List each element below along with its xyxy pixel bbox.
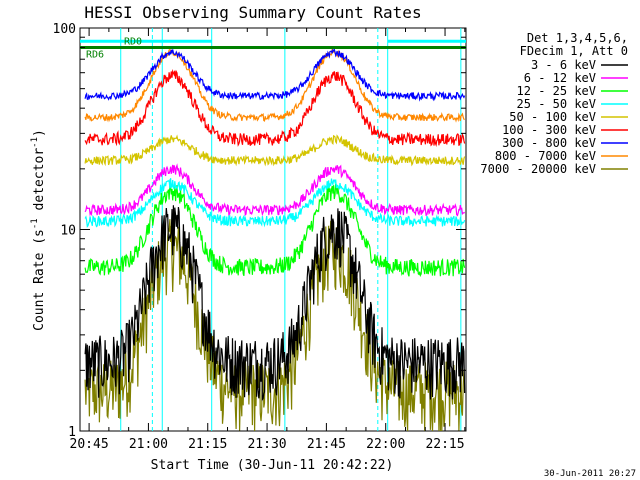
y-axis-label: Count Rate (s-1 detector-1) bbox=[30, 129, 47, 331]
x-tick-label: 22:00 bbox=[366, 437, 405, 452]
legend: Det 1,3,4,5,6, FDecim 1, Att 0 3 - 6 keV… bbox=[480, 31, 628, 176]
x-tick-label: 22:15 bbox=[425, 437, 464, 452]
series-line-4 bbox=[84, 134, 466, 167]
legend-entry-label: 300 - 800 keV bbox=[502, 136, 596, 150]
legend-entry-label: 3 - 6 keV bbox=[531, 58, 596, 72]
y-axis-label-sup1: -1 bbox=[30, 218, 40, 229]
y-axis-label-mid: detector bbox=[32, 148, 47, 219]
legend-header-line-1: Det 1,3,4,5,6, bbox=[527, 31, 628, 45]
series-line-5 bbox=[84, 68, 466, 148]
series-line-2 bbox=[84, 183, 466, 278]
x-tick-label: 21:30 bbox=[247, 437, 286, 452]
legend-entry-label: 25 - 50 keV bbox=[517, 97, 596, 111]
flag-label-2: RD0 bbox=[124, 37, 142, 48]
series-line-1 bbox=[84, 163, 466, 217]
footer-timestamp: 30-Jun-2011 20:27 bbox=[544, 469, 636, 479]
legend-entry-label: 6 - 12 keV bbox=[524, 71, 596, 85]
chart-title: HESSI Observing Summary Count Rates bbox=[84, 3, 421, 22]
series-layer: RD6 RD0 bbox=[80, 37, 466, 432]
legend-entry-label: 100 - 300 keV bbox=[502, 123, 596, 137]
legend-entry-label: 12 - 25 keV bbox=[517, 84, 596, 98]
x-axis-label: Start Time (30-Jun-11 20:42:22) bbox=[151, 458, 394, 473]
y-tick-label: 10 bbox=[60, 224, 76, 239]
plot-area: RD6 RD0 20:45 21:00 21:15 21:30 21:45 22:00 22:… bbox=[53, 22, 467, 452]
x-tick-label: 21:15 bbox=[188, 437, 227, 452]
legend-header-line-2: FDecim 1, Att 0 bbox=[520, 44, 628, 58]
series-line-0 bbox=[84, 205, 466, 402]
series-line-6 bbox=[84, 47, 466, 102]
x-tick-label: 20:45 bbox=[70, 437, 109, 452]
y-axis-label-sup2: -1 bbox=[30, 137, 40, 148]
series-line-8 bbox=[84, 219, 466, 432]
x-tick-label: 21:00 bbox=[129, 437, 168, 452]
y-axis-label-main: Count Rate (s bbox=[32, 229, 47, 331]
tick-layer: 20:45 21:00 21:15 21:30 21:45 22:00 22:15 1 10 10… bbox=[53, 22, 466, 452]
flag-label: RD6 bbox=[86, 50, 104, 61]
legend-entry-label: 50 - 100 keV bbox=[509, 110, 596, 124]
y-axis-label-end: ) bbox=[32, 129, 47, 137]
y-tick-label: 100 bbox=[53, 22, 76, 37]
y-tick-label: 1 bbox=[68, 425, 76, 440]
legend-entry-label: 800 - 7000 keV bbox=[495, 149, 596, 163]
series-line-7 bbox=[84, 48, 465, 123]
legend-entry-label: 7000 - 20000 keV bbox=[480, 162, 596, 176]
x-tick-label: 21:45 bbox=[307, 437, 346, 452]
series-line-3 bbox=[84, 178, 466, 228]
